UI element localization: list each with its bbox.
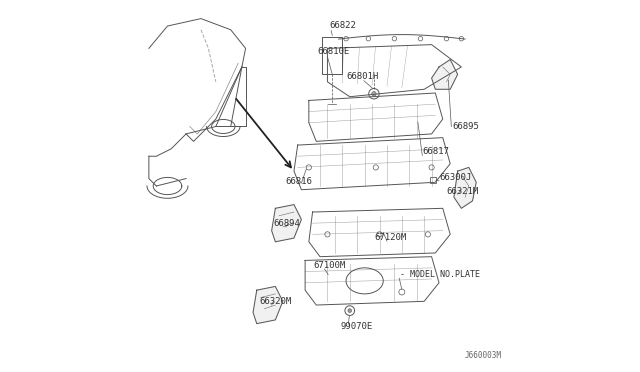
Text: J660003M: J660003M [465, 351, 502, 360]
Text: 66320M: 66320M [259, 297, 292, 306]
Text: 67120M: 67120M [374, 233, 406, 242]
Text: - MODEL NO.PLATE: - MODEL NO.PLATE [400, 270, 480, 279]
Circle shape [348, 309, 351, 312]
Text: 66300J: 66300J [439, 173, 471, 182]
Polygon shape [271, 205, 301, 242]
Bar [322, 37, 342, 74]
Text: 66817: 66817 [422, 147, 449, 156]
Polygon shape [253, 286, 283, 324]
Bar [430, 177, 436, 183]
Text: 66895: 66895 [452, 122, 479, 131]
Text: 66816: 66816 [286, 177, 313, 186]
Text: 66894: 66894 [273, 219, 300, 228]
Polygon shape [454, 167, 476, 208]
Text: 66801H: 66801H [347, 72, 379, 81]
Text: 67100M: 67100M [314, 261, 346, 270]
Text: 66321M: 66321M [447, 187, 479, 196]
Text: 66822: 66822 [330, 21, 356, 30]
Text: 66810E: 66810E [317, 47, 349, 56]
Circle shape [372, 92, 376, 96]
Polygon shape [431, 60, 458, 89]
Text: 99070E: 99070E [340, 322, 372, 331]
